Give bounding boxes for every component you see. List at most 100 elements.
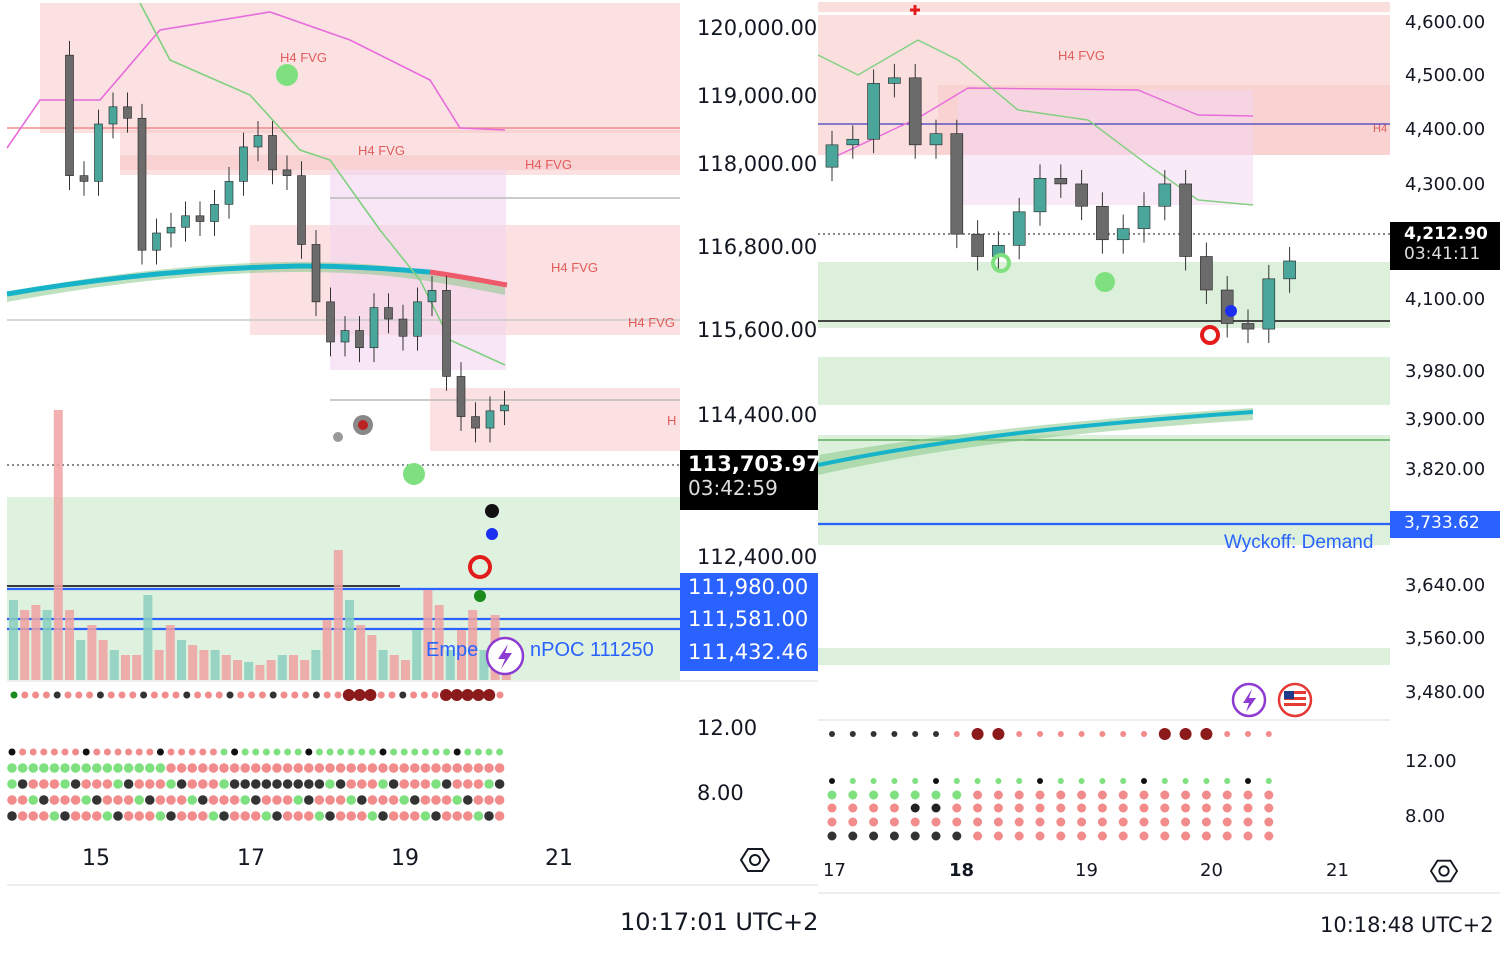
osc-dot [494, 795, 505, 805]
osc-dot [49, 795, 60, 805]
osc-dot [229, 779, 240, 789]
ema-line-red [429, 269, 508, 288]
osc-dot [183, 691, 191, 699]
osc-dot [81, 811, 91, 821]
current-price: 4,212.90 [1404, 224, 1488, 244]
osc-dot [357, 811, 367, 821]
osc-dot [70, 779, 81, 789]
osc-dot [272, 811, 282, 821]
osc-dot [145, 779, 155, 789]
osc-dot [1139, 831, 1149, 841]
osc-dot [21, 691, 29, 699]
osc-dot [399, 779, 410, 789]
us-flag-icon[interactable] [1277, 682, 1313, 718]
osc-dot [1077, 803, 1087, 813]
volume-bar [322, 620, 332, 680]
osc-dot [995, 778, 1002, 784]
osc-dot [135, 748, 143, 756]
left-chart[interactable]: H4 FVG H4 FVG H4 FVG H4 FVG H4 FVG H Emp… [0, 0, 818, 955]
osc-dot [971, 728, 984, 740]
osc-dot [39, 795, 49, 805]
volume-bar [31, 605, 41, 680]
osc-dot [399, 811, 410, 821]
candle [1179, 183, 1192, 257]
fvg-zone [40, 3, 680, 133]
osc-dot [28, 795, 38, 805]
current-price-tag: 4,212.90 03:41:11 [1390, 222, 1500, 270]
osc-dot [367, 795, 378, 805]
npoc-label: nPOC 111250 [530, 639, 654, 661]
osc-dot [431, 795, 441, 805]
candle [1158, 183, 1172, 207]
osc-dot [8, 748, 16, 756]
fvg-label-6: H [667, 413, 676, 428]
right-chart[interactable]: H4 FVG H4 Wyckoff: Demand [818, 0, 1500, 955]
osc-dot [1078, 778, 1085, 784]
osc-dot [1014, 790, 1024, 800]
candle [888, 77, 901, 84]
volume-bar [445, 650, 455, 680]
candle [398, 318, 408, 337]
osc-dot [28, 779, 38, 789]
osc-dot [272, 795, 282, 805]
signal-dot [468, 555, 492, 579]
settings-icon[interactable] [740, 845, 770, 875]
osc-dot [450, 689, 463, 701]
candle [456, 376, 466, 417]
demand-zone [818, 262, 1390, 328]
osc-dot [452, 763, 463, 773]
lightning-icon[interactable] [1231, 682, 1267, 718]
candle [908, 77, 922, 146]
price-tick: 4,600.00 [1405, 12, 1486, 33]
volume-bar [244, 662, 254, 680]
clock: 10:18:48 UTC+2 [1320, 913, 1494, 937]
osc-dot [215, 691, 223, 699]
candle [369, 307, 379, 349]
fvg-zone [120, 155, 680, 175]
osc-dot [146, 748, 154, 756]
osc-dot [208, 811, 219, 821]
osc-dot [1097, 790, 1107, 800]
osc-dot [443, 748, 451, 756]
osc-dot [123, 763, 134, 773]
lightning-icon[interactable] [485, 636, 525, 676]
osc-dot [420, 779, 431, 789]
osc-dot [49, 811, 60, 821]
osc-dot [241, 748, 249, 756]
osc-dot [388, 779, 399, 789]
price-tick: 4,400.00 [1405, 119, 1486, 140]
candle [152, 232, 161, 251]
osc-dot [827, 790, 837, 800]
osc-dot [952, 817, 962, 827]
osc-dot [440, 689, 452, 701]
osc-dot [377, 691, 385, 699]
osc-dot [166, 811, 176, 821]
osc-dot [261, 763, 272, 773]
price-tick: 112,400.00 [697, 545, 818, 569]
volume-bar [132, 655, 142, 680]
ema-line [818, 410, 1254, 467]
osc-dot [272, 763, 282, 773]
osc-dot [483, 689, 496, 701]
settings-icon[interactable] [1430, 857, 1458, 885]
osc-dot [1265, 731, 1272, 737]
osc-dot [134, 811, 144, 821]
osc-dot [931, 817, 941, 827]
osc-dot [1222, 831, 1232, 841]
osc-dot [827, 817, 837, 827]
signal-dot [474, 590, 486, 602]
osc-dot [473, 811, 484, 821]
candle [195, 215, 205, 222]
osc-dot [411, 748, 419, 756]
osc-dot [1224, 731, 1231, 737]
osc-dot [1160, 790, 1170, 800]
osc-dot [17, 795, 28, 805]
osc-dot [123, 811, 134, 821]
osc-dot [1057, 731, 1064, 737]
osc-dot [176, 779, 187, 789]
volume-bar [53, 410, 63, 680]
osc-dot [993, 803, 1003, 813]
osc-dot [39, 811, 49, 821]
osc-dot [1120, 778, 1127, 784]
osc-dot [390, 748, 398, 756]
